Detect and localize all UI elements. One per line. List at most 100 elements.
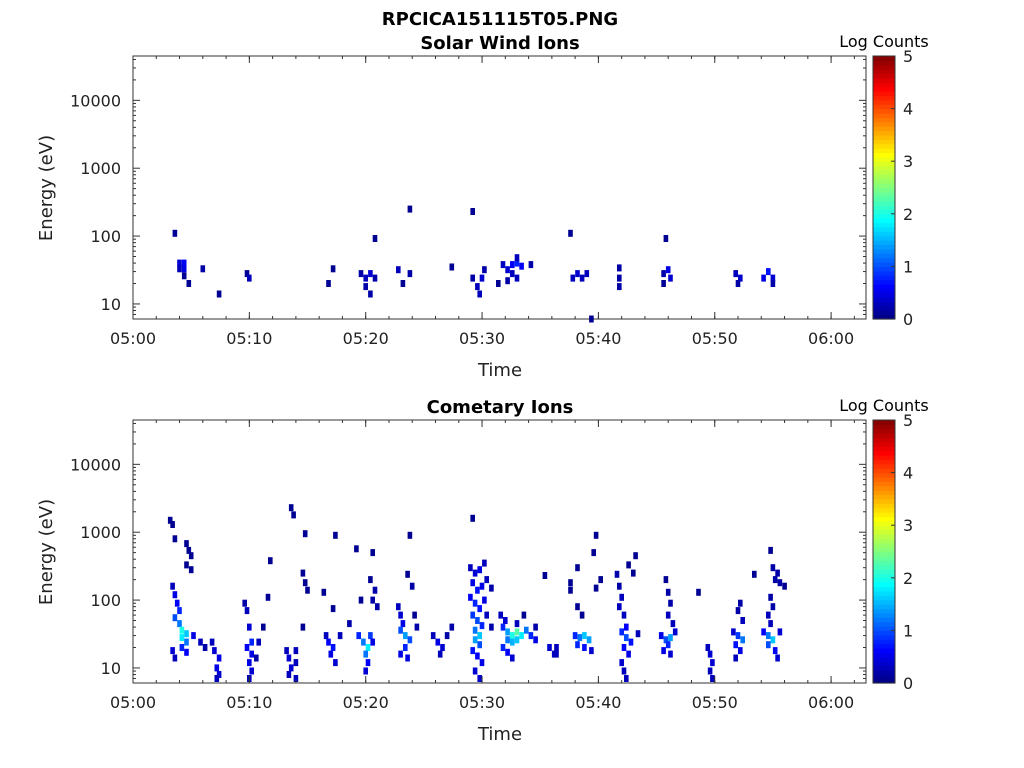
colorbar-segment [873,244,895,250]
colorbar-segment [873,669,895,675]
figure-title: RPCICA151115T05.PNG [382,9,618,30]
colorbar-tick-label: 0 [903,674,913,693]
heatmap-cell [735,280,741,287]
x-tick-label: 05:10 [226,329,272,348]
heatmap-cell [170,521,175,528]
heatmap-cell [570,274,576,282]
y-tick-label: 10000 [70,91,121,110]
colorbar-segment [873,231,895,237]
colorbar-segment [873,547,895,553]
heatmap-cell [363,650,368,658]
colorbar-segment [873,626,895,631]
colorbar-tick-label: 1 [903,257,913,276]
heatmap-cell [479,274,485,282]
heatmap-cell [181,272,187,280]
heatmap-cell [766,641,771,649]
heatmap-cell [514,274,520,282]
heatmap-cell [475,652,480,660]
colorbar-segment [873,218,895,224]
colorbar-segment [873,305,895,311]
colorbar-segment [873,196,895,202]
colorbar-segment [873,187,895,193]
heatmap-cell [249,650,254,658]
heatmap-cell [775,569,780,577]
heatmap-cell [547,644,552,651]
heatmap-cell [372,586,378,594]
heatmap-cell [330,265,336,273]
colorbar-segment [873,573,895,579]
heatmap-cell [707,667,713,675]
heatmap-cell [398,611,403,619]
heatmap-cell [510,270,515,278]
colorbar-segment [873,529,895,535]
colorbar-tick-label: 5 [903,47,913,66]
y-axis-label: Energy (eV) [36,499,57,605]
heatmap-cell [249,667,254,675]
colorbar-segment [873,674,895,680]
heatmap-cell [333,659,338,667]
colorbar-segment [873,463,895,469]
colorbar-segment [873,126,895,132]
colorbar-segment [873,604,895,610]
heatmap-cell [358,596,364,604]
colorbar-segment [873,121,895,127]
heatmap-cell [333,531,338,539]
colorbar-segment [873,459,895,465]
colorbar-segment [873,665,895,671]
heatmap-cell [288,664,294,672]
heatmap-cell [172,229,178,237]
heatmap-cell [514,254,520,262]
heatmap-cell [519,262,524,270]
colorbar-tick-label: 5 [903,411,913,430]
heatmap-cell [661,270,666,278]
panel-solar-wind: Solar Wind Ions 05:00 05:10 05:20 05:30 05:4… [36,32,929,381]
colorbar-tick-label: 2 [903,205,913,224]
heatmap-cell [177,620,182,628]
heatmap-cell [214,664,220,672]
heatmap-cell [661,280,666,287]
heatmap-cell [777,628,783,636]
heatmap-cell [405,654,410,662]
heatmap-cell [731,628,736,636]
heatmap-cell [733,654,738,662]
heatmap-cell [405,570,410,578]
heatmap-cell [202,644,208,651]
heatmap-cell [403,632,408,640]
colorbar-segment [873,95,895,101]
colorbar-segment [873,656,895,662]
x-tick-label: 05:40 [575,329,621,348]
colorbar-segment [873,468,895,474]
colorbar-segment [873,174,895,180]
heatmap-cell [514,628,520,636]
heatmap-cell [579,274,585,282]
heatmap-cell [470,579,475,587]
heatmap-cell [621,611,627,619]
heatmap-cell [347,620,352,628]
heatmap-cell [302,530,308,538]
colorbar-tick-label: 3 [903,516,913,535]
x-axis-ticks: 05:00 05:10 05:20 05:30 05:40 05:50 06:00 [110,56,855,348]
heatmap-cell [174,599,180,607]
heatmap-cell [533,636,538,644]
colorbar-segment [873,156,895,162]
colorbar-segment [873,652,895,658]
colorbar-segment [873,205,895,211]
heatmap-cell [198,638,203,646]
heatmap-cell [330,644,336,651]
heatmap-cell [624,675,629,682]
heatmap-cell [554,644,559,651]
heatmap-cell [738,274,743,282]
heatmap-cell [665,266,671,274]
heatmap-cell [209,638,215,646]
heatmap-cell [172,591,178,599]
x-tick-label: 05:30 [459,329,505,348]
heatmap-cell [323,632,329,640]
heatmap-cell [261,623,266,631]
heatmap-cell [370,638,375,646]
heatmap-cell [177,265,182,273]
heatmap-cell [733,270,738,278]
heatmap-cell [770,603,776,611]
colorbar-segment [873,169,895,175]
colorbar-segment [873,551,895,557]
y-tick-label: 100 [90,227,121,246]
